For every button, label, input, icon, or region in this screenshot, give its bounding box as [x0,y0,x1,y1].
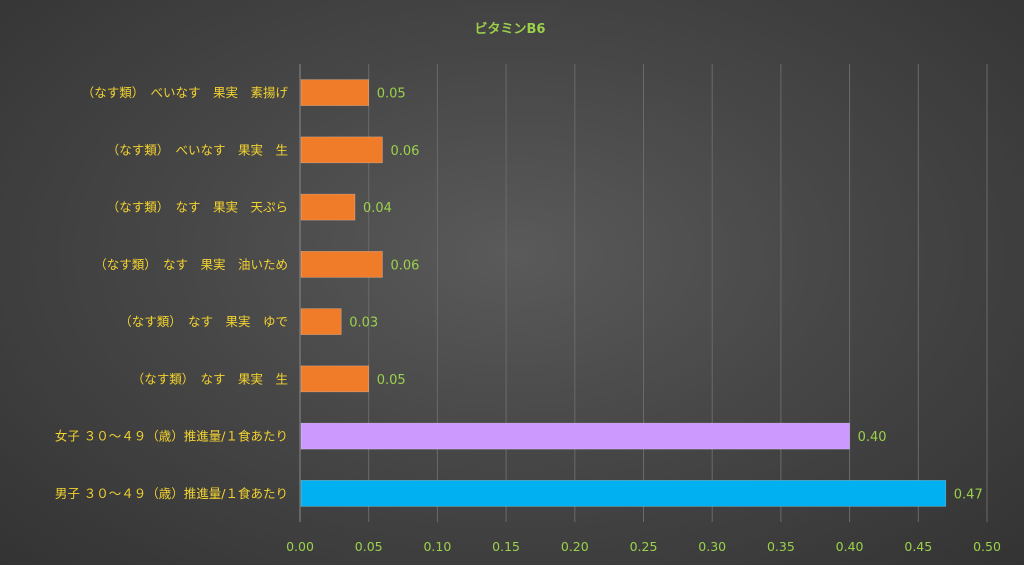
gridlines [299,64,988,522]
x-tick-label: 0.30 [698,539,726,554]
labels: 0.00 0.05 0.10 0.15 0.20 0.25 0.30 0.35 0.40 0.45… [55,85,1001,554]
data-label: 0.05 [377,373,406,388]
bar [300,193,356,221]
bar [300,79,369,106]
x-tick-label: 0.50 [973,539,1001,554]
x-tick-label: 0.00 [286,539,314,554]
data-label: 0.40 [858,430,887,445]
x-tick-label: 0.40 [836,539,864,554]
category-label: （なす類） なす 果実 天ぷら [107,200,288,215]
data-label: 0.47 [954,487,983,502]
x-tick-label: 0.45 [904,539,932,554]
bars [300,79,947,507]
bar [300,422,850,450]
category-label: （なす類） べいなす 果実 生 [107,142,288,157]
category-label: （なす類） なす 果実 生 [132,371,288,386]
x-tick-label: 0.05 [355,539,383,554]
bar [300,136,383,164]
chart-title: ビタミンB6 [475,21,546,37]
category-label: （なす類） べいなす 果実 素揚げ [82,85,289,100]
category-label: （なす類） なす 果実 油いため [94,257,288,272]
data-label: 0.05 [377,87,406,102]
category-label: 男子 ３０～４９（歳）推進量/１食あたり [55,486,288,501]
data-label: 0.06 [390,144,419,159]
bar [300,308,342,335]
x-tick-label: 0.20 [561,539,589,554]
data-label: 0.06 [390,258,419,273]
category-label: （なす類） なす 果実 ゆで [119,314,288,329]
category-label: 女子 ３０～４９（歳）推進量/１食あたり [55,429,288,444]
bar [300,251,383,278]
data-label: 0.03 [349,316,378,331]
bar [300,365,369,393]
x-tick-label: 0.25 [630,539,658,554]
x-tick-label: 0.15 [492,539,520,554]
data-label: 0.04 [363,201,392,216]
x-tick-label: 0.35 [767,539,795,554]
bar [300,480,947,507]
x-tick-label: 0.10 [423,539,451,554]
